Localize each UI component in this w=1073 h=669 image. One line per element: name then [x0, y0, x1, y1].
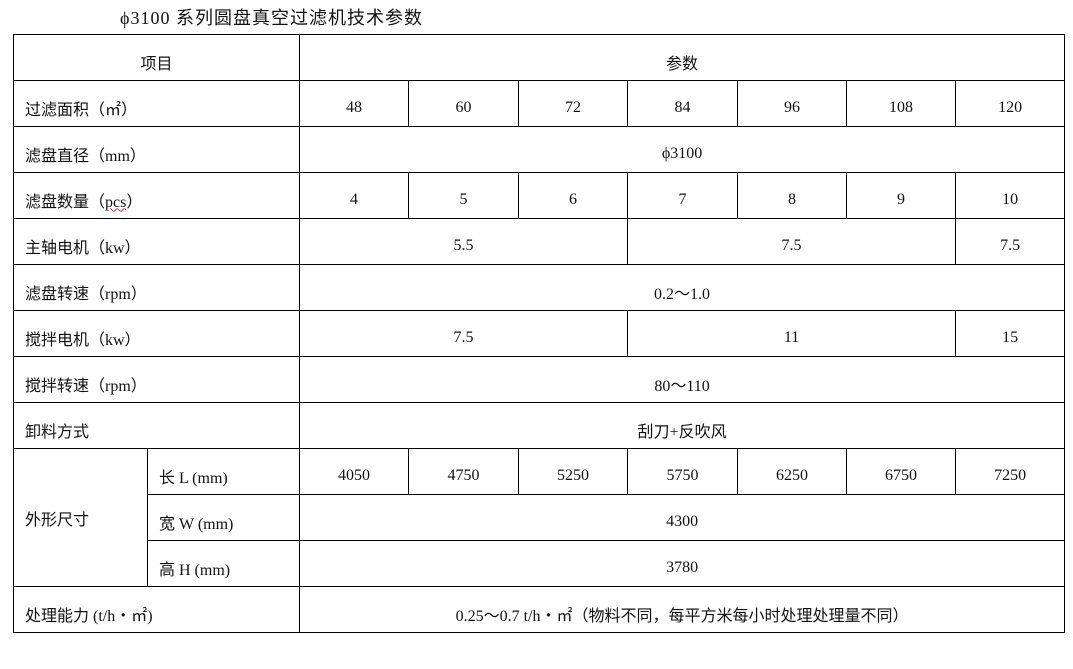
cell: 7.5	[627, 218, 957, 265]
table-row: 滤盘数量（pcs） 4 5 6 7 8 9 10	[12, 172, 1066, 219]
sub-label: 长 L (mm)	[146, 448, 301, 495]
table-row: 高 H (mm) 3780	[14, 540, 1066, 587]
cell: 3780	[299, 540, 1066, 587]
table-row: 主轴电机（kw） 5.5 7.5 7.5	[12, 218, 1066, 265]
cell: 4	[299, 172, 410, 219]
cell: 0.25～0.7 t/h・㎡（物料不同，每平方米每小时处理处理量不同）	[299, 586, 1066, 633]
cell: 6	[518, 172, 629, 219]
row-label: 主轴电机（kw）	[12, 218, 301, 265]
document-title: ϕ3100 系列圆盘真空过滤机技术参数	[120, 8, 423, 28]
row-label: 外形尺寸	[13, 448, 148, 587]
cell: 0.2～1.0	[299, 264, 1066, 311]
table-row: 搅拌转速（rpm） 80～110	[12, 356, 1066, 403]
table-row: 宽 W (mm) 4300	[14, 494, 1066, 541]
table-row: 处理能力 (t/h・㎡) 0.25～0.7 t/h・㎡（物料不同，每平方米每小时…	[12, 586, 1066, 633]
label-text: 滤盘数量（	[25, 193, 106, 211]
cell: 6250	[737, 448, 848, 495]
table-row: 搅拌电机（kw） 7.5 11 15	[12, 310, 1066, 357]
cell: 96	[737, 80, 848, 127]
row-label: 卸料方式	[12, 402, 301, 449]
header-params: 参数	[299, 34, 1066, 81]
row-label: 搅拌转速（rpm）	[12, 356, 301, 403]
header-row: 项目 参数	[12, 34, 1066, 81]
table-row: 过滤面积（㎡） 48 60 72 84 96 108 120	[12, 80, 1066, 127]
cell: 120	[955, 80, 1066, 127]
table-row: 滤盘直径（mm） ϕ3100	[12, 126, 1066, 173]
spec-table: 项目 参数 过滤面积（㎡） 48 60 72 84 96 108 120 滤盘直…	[12, 34, 1066, 633]
cell: 15	[955, 310, 1066, 357]
header-item: 项目	[12, 34, 301, 81]
cell: 48	[299, 80, 410, 127]
cell: 9	[846, 172, 957, 219]
label-text: ）	[126, 193, 143, 211]
cell: 7.5	[955, 218, 1066, 265]
row-label: 搅拌电机（kw）	[12, 310, 301, 357]
spellcheck-word: pcs	[105, 193, 127, 211]
cell: 6750	[846, 448, 957, 495]
row-label: 处理能力 (t/h・㎡)	[12, 586, 301, 633]
cell: 11	[627, 310, 957, 357]
cell: 84	[627, 80, 739, 127]
cell: 10	[955, 172, 1066, 219]
cell: 5750	[627, 448, 739, 495]
cell: 108	[846, 80, 957, 127]
cell: 60	[408, 80, 520, 127]
cell: 5	[408, 172, 520, 219]
cell: 4750	[408, 448, 520, 495]
cell: 刮刀+反吹风	[299, 402, 1066, 449]
cell: 4050	[299, 448, 410, 495]
cell: 5.5	[299, 218, 629, 265]
cell: ϕ3100	[299, 126, 1066, 173]
cell: 72	[518, 80, 629, 127]
sub-label: 宽 W (mm)	[146, 494, 301, 541]
cell: 8	[737, 172, 848, 219]
row-label: 滤盘直径（mm）	[12, 126, 301, 173]
cell: 4300	[299, 494, 1066, 541]
cell: 80～110	[299, 356, 1066, 403]
sub-label: 高 H (mm)	[146, 540, 301, 587]
row-label: 过滤面积（㎡）	[12, 80, 301, 127]
table-row: 卸料方式 刮刀+反吹风	[12, 402, 1066, 449]
table-row: 滤盘转速（rpm） 0.2～1.0	[12, 264, 1066, 311]
row-label: 滤盘转速（rpm）	[12, 264, 301, 311]
cell: 7.5	[299, 310, 629, 357]
cell: 7	[627, 172, 739, 219]
table-row: 外形尺寸 长 L (mm) 4050 4750 5250 5750 6250 6…	[13, 448, 1066, 587]
row-label: 滤盘数量（pcs）	[12, 172, 301, 219]
cell: 5250	[518, 448, 629, 495]
cell: 7250	[955, 448, 1066, 495]
